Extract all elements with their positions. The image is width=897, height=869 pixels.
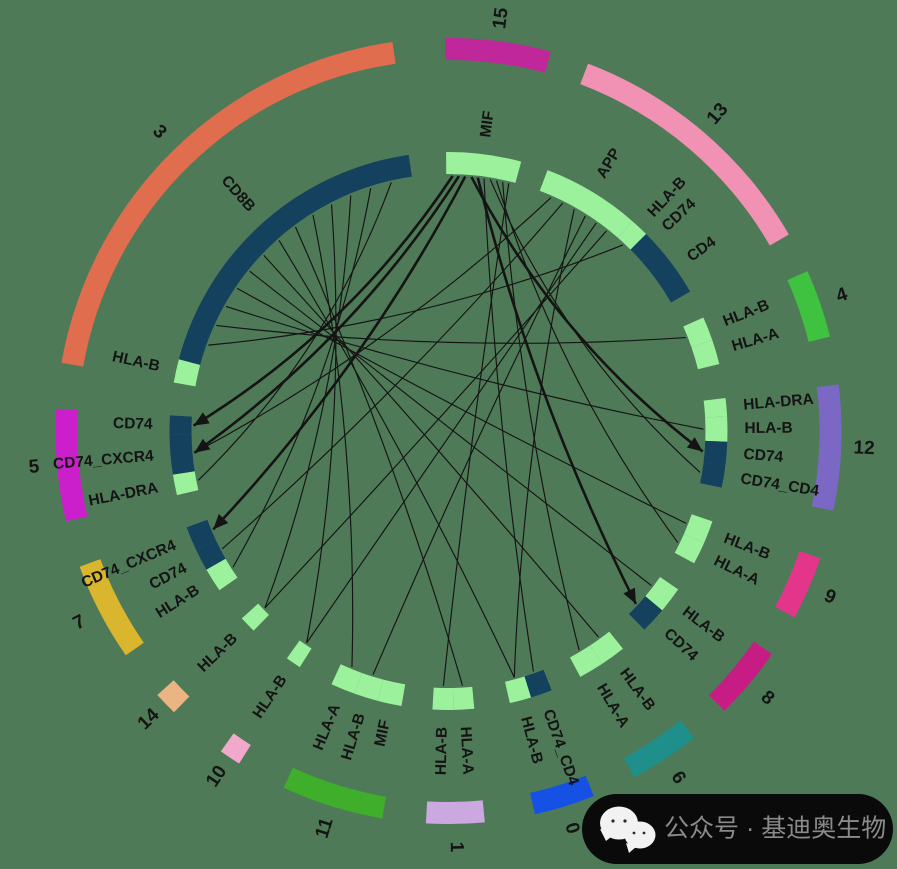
svg-text:HLA-DRA: HLA-DRA (87, 479, 160, 509)
svg-text:13: 13 (703, 99, 733, 129)
svg-text:MIF: MIF (477, 110, 497, 139)
svg-text:HLA-B: HLA-B (744, 420, 792, 437)
svg-text:11: 11 (312, 815, 338, 841)
svg-text:HLA-B: HLA-B (517, 715, 546, 766)
svg-text:CD74: CD74 (743, 446, 784, 466)
svg-text:6: 6 (667, 768, 690, 788)
svg-text:HLA-B: HLA-B (338, 711, 368, 762)
svg-text:CD74: CD74 (661, 625, 702, 665)
svg-text:HLA-B: HLA-B (721, 297, 772, 330)
svg-text:CD74: CD74 (113, 415, 153, 433)
svg-text:15: 15 (489, 6, 513, 30)
svg-text:APP: APP (593, 145, 624, 181)
svg-text:9: 9 (821, 585, 839, 608)
svg-text:1: 1 (446, 841, 467, 852)
svg-text:7: 7 (70, 611, 89, 635)
svg-text:0: 0 (560, 820, 583, 836)
svg-text:HLA-B: HLA-B (433, 727, 451, 776)
svg-text:CD74_CD4: CD74_CD4 (739, 470, 820, 500)
svg-text:HLA-B: HLA-B (250, 672, 291, 722)
svg-text:HLA-A: HLA-A (730, 325, 781, 355)
svg-text:3: 3 (148, 121, 170, 143)
svg-text:HLA-DRA: HLA-DRA (743, 391, 815, 414)
svg-text:12: 12 (853, 437, 875, 459)
svg-text:HLA-B: HLA-B (194, 630, 241, 676)
svg-text:10: 10 (202, 762, 231, 791)
svg-text:8: 8 (757, 687, 779, 710)
svg-text:MIF: MIF (372, 718, 394, 748)
svg-text:CD74_CD4: CD74_CD4 (539, 707, 581, 788)
svg-text:5: 5 (28, 456, 41, 478)
svg-text:HLA-A: HLA-A (310, 702, 344, 753)
svg-text:CD8B: CD8B (218, 172, 259, 215)
svg-text:14: 14 (134, 704, 164, 734)
svg-text:HLA-A: HLA-A (457, 726, 477, 775)
svg-text:HLA-B: HLA-B (111, 348, 162, 375)
svg-text:4: 4 (833, 284, 850, 307)
svg-text:公众号 · 基迪奥生物: 公众号 · 基迪奥生物 (664, 815, 886, 843)
svg-text:CD4: CD4 (684, 233, 719, 265)
